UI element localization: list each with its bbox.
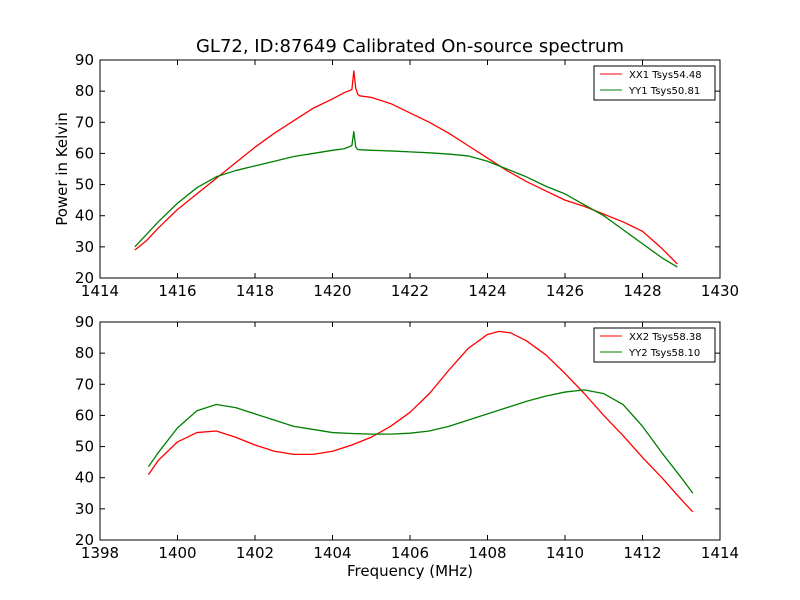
top-series-line-2 <box>134 130 678 268</box>
bottom-x-tick-label: 1408 <box>468 544 506 562</box>
bottom-y-tick-label: 60 <box>75 406 94 424</box>
top-y-tick-label: 30 <box>75 238 94 256</box>
top-panel: 1414 1416 1418 1420 1422 1424 1426 1428 1430 20 30… <box>53 51 739 300</box>
top-y-axis-label: Power in Kelvin <box>53 112 71 226</box>
bottom-plot-series <box>147 330 694 513</box>
top-y-tick-label: 80 <box>75 82 94 100</box>
top-series-line-1 <box>134 70 678 265</box>
top-x-tick-label: 1426 <box>546 282 584 300</box>
top-x-tick-label: 1414 <box>81 282 119 300</box>
bottom-legend-label-yy2: YY2 Tsys58.10 <box>628 348 700 359</box>
bottom-x-axis-label: Frequency (MHz) <box>347 562 473 580</box>
bottom-legend-label-xx2: XX2 Tsys58.38 <box>629 332 702 343</box>
top-x-tick-label: 1416 <box>158 282 196 300</box>
top-y-tick-label: 60 <box>75 144 94 162</box>
top-x-tick-label: 1420 <box>313 282 351 300</box>
bottom-x-tick-label: 1412 <box>623 544 661 562</box>
top-plot-ticks: 1414 1416 1418 1420 1422 1424 1426 1428 1430 20 30… <box>75 51 739 300</box>
bottom-x-tick-label: 1404 <box>313 544 351 562</box>
bottom-x-tick-label: 1402 <box>236 544 274 562</box>
top-x-tick-label: 1422 <box>391 282 429 300</box>
bottom-legend-box <box>593 327 716 363</box>
top-y-tick-label: 90 <box>75 51 94 69</box>
bottom-x-tick-label: 1410 <box>546 544 584 562</box>
bottom-y-tick-label: 80 <box>75 344 94 362</box>
top-plot-series <box>134 70 678 268</box>
top-y-tick-label: 50 <box>75 176 94 194</box>
top-y-tick-label: 20 <box>75 269 94 287</box>
top-legend-label-xx1: XX1 Tsys54.48 <box>629 70 702 81</box>
bottom-series-line-2 <box>147 389 694 494</box>
bottom-y-tick-label: 70 <box>75 375 94 393</box>
bottom-y-tick-label: 40 <box>75 469 94 487</box>
bottom-y-tick-label: 50 <box>75 438 94 456</box>
bottom-y-tick-label: 90 <box>75 313 94 331</box>
top-y-tick-label: 40 <box>75 207 94 225</box>
bottom-plot-ticks: 1398 1400 1402 1404 1406 1408 1410 1412 1414 20 30… <box>75 313 739 562</box>
top-y-tick-label: 70 <box>75 113 94 131</box>
top-x-tick-label: 1418 <box>236 282 274 300</box>
bottom-y-tick-label: 30 <box>75 500 94 518</box>
bottom-x-tick-label: 1414 <box>701 544 739 562</box>
bottom-x-tick-label: 1400 <box>158 544 196 562</box>
top-x-tick-label: 1430 <box>701 282 739 300</box>
top-legend: XX1 Tsys54.48 YY1 Tsys50.81 <box>593 65 716 101</box>
bottom-series-line-1 <box>147 330 694 513</box>
bottom-y-tick-label: 20 <box>75 531 94 549</box>
bottom-x-tick-label: 1398 <box>81 544 119 562</box>
top-legend-label-yy1: YY1 Tsys50.81 <box>628 86 700 97</box>
bottom-legend: XX2 Tsys58.38 YY2 Tsys58.10 <box>593 327 716 363</box>
top-x-tick-label: 1424 <box>468 282 506 300</box>
chart-title: GL72, ID:87649 Calibrated On-source spec… <box>196 36 624 57</box>
bottom-panel: 1398 1400 1402 1404 1406 1408 1410 1412 1414 20 30… <box>75 313 739 580</box>
top-x-tick-label: 1428 <box>623 282 661 300</box>
bottom-x-tick-label: 1406 <box>391 544 429 562</box>
top-legend-box <box>593 65 716 101</box>
